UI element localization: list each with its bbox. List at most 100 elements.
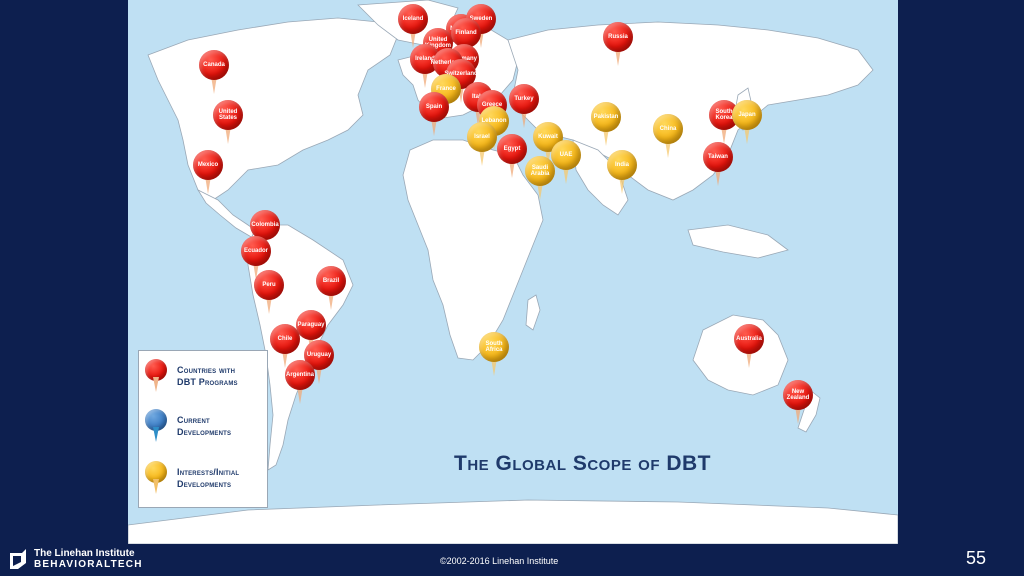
pin-tail [746, 350, 752, 368]
logo-mark-icon [8, 548, 28, 571]
pin-label: UAE [551, 140, 581, 170]
map-pin-finland: Finland [451, 18, 481, 64]
legend-item-current: Current Developments [145, 409, 231, 443]
red-pin-icon [145, 359, 167, 393]
pin-label: South Africa [479, 332, 509, 362]
map-pin-israel: Israel [467, 122, 497, 168]
pin-label: Israel [467, 122, 497, 152]
slide-title: The Global Scope of DBT [454, 452, 712, 475]
page-number: 55 [966, 548, 987, 568]
pin-label: Mexico [193, 150, 223, 180]
map-pin-turkey: Turkey [509, 84, 539, 130]
pin-tail [795, 406, 801, 424]
pin-tail [458, 85, 464, 103]
map-pin-japan: Japan [732, 100, 762, 146]
pin-tail [619, 176, 625, 194]
map-pin-saudi-arabia: Saudi Arabia [525, 156, 555, 202]
pin-tail [721, 126, 727, 144]
map-pin-brazil: Brazil [316, 266, 346, 312]
pin-label: Spain [419, 92, 449, 122]
copyright-text: ©2002-2016 Linehan Institute [440, 556, 559, 566]
pin-tail [328, 292, 334, 310]
pin-tail [266, 296, 272, 314]
pin-label: New Zealand [783, 380, 813, 410]
pin-tail [479, 148, 485, 166]
pin-label: Australia [734, 324, 764, 354]
pin-tail [615, 48, 621, 66]
pin-label: Chile [270, 324, 300, 354]
pin-label: Ecuador [241, 236, 271, 266]
pin-label: Kuwait [533, 122, 563, 152]
pin-tail [545, 148, 551, 166]
legend-label: DBT Programs [177, 377, 238, 387]
blue-pin-icon [145, 409, 167, 443]
logo-line1: The Linehan Institute [34, 548, 135, 559]
pin-label: Canada [199, 50, 229, 80]
pin-label: Saudi Arabia [525, 156, 555, 186]
pin-tail [603, 128, 609, 146]
map-pin-new-zealand: New Zealand [783, 380, 813, 426]
pin-tail [431, 118, 437, 136]
pin-label: China [653, 114, 683, 144]
pin-tail [478, 30, 484, 48]
map-pin-spain: Spain [419, 92, 449, 138]
pin-tail [475, 108, 481, 126]
pin-label: Paraguay [296, 310, 326, 340]
pin-label: Argentina [285, 360, 315, 390]
map-pin-australia: Australia [734, 324, 764, 370]
pin-label: Turkey [509, 84, 539, 114]
pin-label: Iceland [398, 4, 428, 34]
map-pin-united-states: United States [213, 100, 243, 146]
map-pin-argentina: Argentina [285, 360, 315, 406]
pin-label: Pakistan [591, 102, 621, 132]
map-pin-kuwait: Kuwait [533, 122, 563, 168]
map-pin-egypt: Egypt [497, 134, 527, 180]
pin-tail [665, 140, 671, 158]
logo-line2: BEHAVIORALTECH [34, 559, 143, 570]
institute-logo: The Linehan Institute BEHAVIORALTECH [8, 548, 143, 571]
pin-tail [537, 182, 543, 200]
pin-tail [225, 126, 231, 144]
map-pin-india: India [607, 150, 637, 196]
legend-label: Interests/Initial [177, 467, 240, 477]
pin-label: Finland [451, 18, 481, 48]
legend-label: Developments [177, 479, 232, 489]
map-pin-chile: Chile [270, 324, 300, 370]
pin-tail [509, 160, 515, 178]
map-pin-south-africa: South Africa [479, 332, 509, 378]
map-pin-peru: Peru [254, 270, 284, 316]
pin-label: Egypt [497, 134, 527, 164]
map-pin-ecuador: Ecuador [241, 236, 271, 282]
pin-tail [410, 30, 416, 48]
map-pin-taiwan: Taiwan [703, 142, 733, 188]
legend-label: Developments [177, 427, 232, 437]
pin-tail [205, 176, 211, 194]
pin-tail [316, 366, 322, 384]
map-pin-china: China [653, 114, 683, 160]
pin-tail [521, 110, 527, 128]
map-pin-mexico: Mexico [193, 150, 223, 196]
map-pin-uae: UAE [551, 140, 581, 186]
map-pin-canada: Canada [199, 50, 229, 96]
yellow-pin-icon [145, 461, 167, 495]
pin-label: Peru [254, 270, 284, 300]
pin-label: Brazil [316, 266, 346, 296]
pin-label: Russia [603, 22, 633, 52]
pin-tail [715, 168, 721, 186]
map-pin-pakistan: Pakistan [591, 102, 621, 148]
pin-tail [297, 386, 303, 404]
pin-tail [422, 70, 428, 88]
legend-item-interests: Interests/Initial Developments [145, 461, 239, 495]
map-pin-russia: Russia [603, 22, 633, 68]
legend-label: Countries with [177, 365, 236, 375]
pin-tail [253, 262, 259, 280]
pin-tail [211, 76, 217, 94]
legend-label: Current [177, 415, 210, 425]
map-pin-colombia: Colombia [250, 210, 280, 256]
map-legend: Countries with DBT Programs Current Develo… [138, 350, 268, 508]
pin-label: Colombia [250, 210, 280, 240]
pin-tail [563, 166, 569, 184]
pin-label: Japan [732, 100, 762, 130]
map-pin-iceland: Iceland [398, 4, 428, 50]
legend-item-programs: Countries with DBT Programs [145, 359, 238, 393]
